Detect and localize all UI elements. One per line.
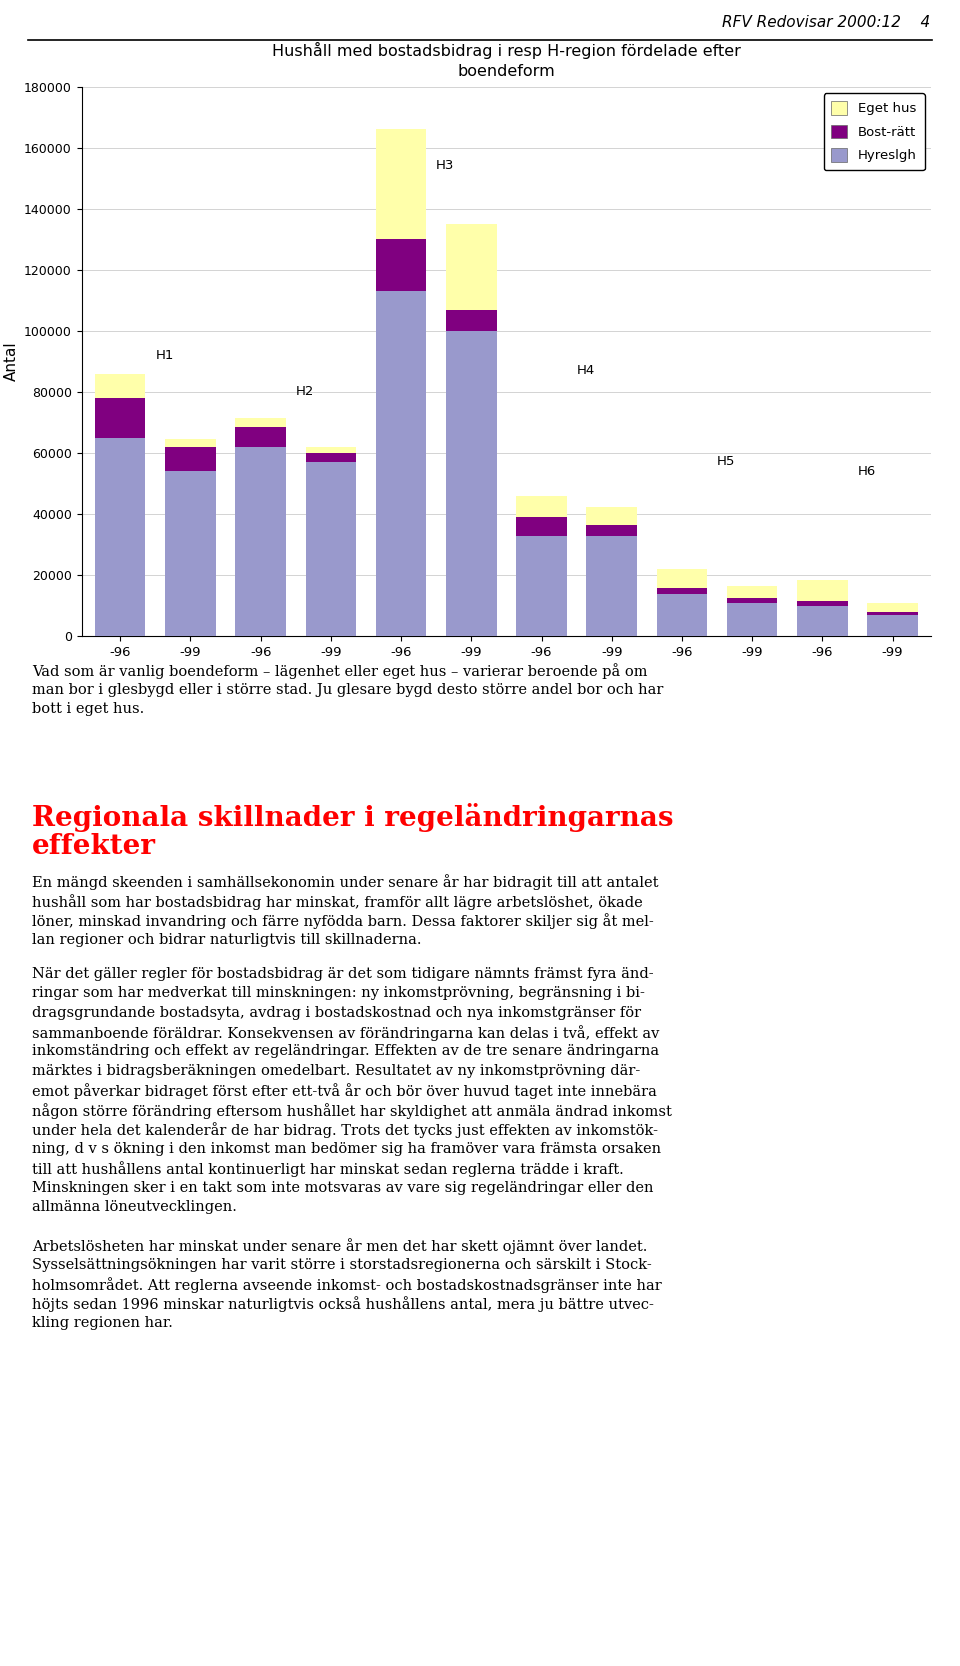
Bar (587, 536, 637, 636)
Text: hushåll som har bostadsbidrag har minskat, framför allt lägre arbetslöshet, ökad: hushåll som har bostadsbidrag har minska… (32, 895, 643, 910)
Bar (375, 292, 426, 636)
Bar (727, 603, 778, 636)
Text: sammanboende föräldrar. Konsekvensen av förändringarna kan delas i två, effekt a: sammanboende föräldrar. Konsekvensen av … (32, 1025, 660, 1041)
Text: H6: H6 (857, 465, 876, 478)
Bar (95, 398, 146, 438)
Bar (305, 463, 356, 636)
Bar (797, 606, 848, 636)
Bar (797, 601, 848, 606)
Bar (235, 418, 286, 426)
Text: någon större förändring eftersom hushållet har skyldighet att anmäla ändrad inko: någon större förändring eftersom hushåll… (32, 1103, 672, 1120)
Text: H1: H1 (156, 348, 174, 362)
Bar (375, 240, 426, 292)
Bar (867, 615, 918, 636)
Y-axis label: Antal: Antal (4, 342, 18, 382)
Bar (446, 225, 496, 310)
Text: holmsområdet. Att reglerna avseende inkomst- och bostadskostnadsgränser inte har: holmsområdet. Att reglerna avseende inko… (32, 1278, 661, 1293)
Bar (165, 471, 216, 636)
Bar (305, 453, 356, 463)
Bar (727, 598, 778, 603)
Bar (587, 506, 637, 525)
Bar (165, 440, 216, 446)
Bar (235, 446, 286, 636)
Text: allmänna löneutvecklingen.: allmänna löneutvecklingen. (32, 1201, 237, 1215)
Bar (516, 518, 566, 536)
Text: dragsgrundande bostadsyta, avdrag i bostadskostnad och nya inkomstgränser för: dragsgrundande bostadsyta, avdrag i bost… (32, 1006, 641, 1020)
Text: ning, d v s ökning i den inkomst man bedömer sig ha framöver vara främsta orsake: ning, d v s ökning i den inkomst man bed… (32, 1141, 661, 1156)
Text: löner, minskad invandring och färre nyfödda barn. Dessa faktorer skiljer sig åt : löner, minskad invandring och färre nyfö… (32, 913, 654, 930)
Text: Arbetslösheten har minskat under senare år men det har skett ojämnt över landet.: Arbetslösheten har minskat under senare … (32, 1238, 647, 1254)
Bar (867, 603, 918, 611)
Text: Vad som är vanlig boendeform – lägenhet eller eget hus – varierar beroende på om: Vad som är vanlig boendeform – lägenhet … (32, 663, 647, 678)
Text: H4: H4 (577, 363, 595, 377)
Bar (95, 373, 146, 398)
Bar (657, 570, 708, 588)
Text: bott i eget hus.: bott i eget hus. (32, 701, 144, 716)
Text: effekter: effekter (32, 833, 156, 860)
Text: till att hushållens antal kontinuerligt har minskat sedan reglerna trädde i kraf: till att hushållens antal kontinuerligt … (32, 1161, 624, 1178)
Bar (657, 588, 708, 593)
Legend: Eget hus, Bost-rätt, Hyreslgh: Eget hus, Bost-rätt, Hyreslgh (824, 93, 924, 170)
Bar (165, 446, 216, 471)
Bar (797, 580, 848, 601)
Bar (516, 496, 566, 518)
Text: H3: H3 (436, 160, 455, 172)
Bar (375, 130, 426, 240)
Bar (587, 525, 637, 536)
Bar (727, 586, 778, 598)
Text: märktes i bidragsberäkningen omedelbart. Resultatet av ny inkomstprövning där-: märktes i bidragsberäkningen omedelbart.… (32, 1065, 640, 1078)
Bar (95, 438, 146, 636)
Bar (446, 332, 496, 636)
Bar (446, 310, 496, 332)
Bar (235, 426, 286, 446)
Text: Sysselsättningsökningen har varit större i storstadsregionerna och särskilt i St: Sysselsättningsökningen har varit större… (32, 1258, 652, 1271)
Text: H2: H2 (296, 385, 314, 398)
Text: En mängd skeenden i samhällsekonomin under senare år har bidragit till att antal: En mängd skeenden i samhällsekonomin und… (32, 875, 659, 890)
Text: RFV Redovisar 2000:12    4: RFV Redovisar 2000:12 4 (722, 15, 930, 30)
Text: Regionala skillnader i regeländringarnas: Regionala skillnader i regeländringarnas (32, 803, 674, 831)
Text: höjts sedan 1996 minskar naturligtvis också hushållens antal, mera ju bättre utv: höjts sedan 1996 minskar naturligtvis oc… (32, 1296, 654, 1313)
Text: inkomständring och effekt av regeländringar. Effekten av de tre senare ändringar: inkomständring och effekt av regeländrin… (32, 1045, 660, 1058)
Text: emot påverkar bidraget först efter ett-två år och bör över huvud taget inte inne: emot påverkar bidraget först efter ett-t… (32, 1083, 657, 1100)
Text: H5: H5 (717, 455, 735, 468)
Bar (516, 536, 566, 636)
Text: När det gäller regler för bostadsbidrag är det som tidigare nämnts främst fyra ä: När det gäller regler för bostadsbidrag … (32, 966, 654, 981)
Bar (305, 446, 356, 453)
Text: kling regionen har.: kling regionen har. (32, 1316, 173, 1329)
Bar (657, 593, 708, 636)
Text: ringar som har medverkat till minskningen: ny inkomstprövning, begränsning i bi-: ringar som har medverkat till minskninge… (32, 986, 645, 1000)
Text: lan regioner och bidrar naturligtvis till skillnaderna.: lan regioner och bidrar naturligtvis til… (32, 933, 421, 946)
Text: man bor i glesbygd eller i större stad. Ju glesare bygd desto större andel bor o: man bor i glesbygd eller i större stad. … (32, 683, 663, 696)
Title: Hushåll med bostadsbidrag i resp H-region fördelade efter
boendeform: Hushåll med bostadsbidrag i resp H-regio… (272, 42, 741, 78)
Text: Minskningen sker i en takt som inte motsvaras av vare sig regeländringar eller d: Minskningen sker i en takt som inte mots… (32, 1181, 654, 1195)
Text: under hela det kalenderår de har bidrag. Trots det tycks just effekten av inkoms: under hela det kalenderår de har bidrag.… (32, 1123, 658, 1138)
Bar (867, 611, 918, 615)
